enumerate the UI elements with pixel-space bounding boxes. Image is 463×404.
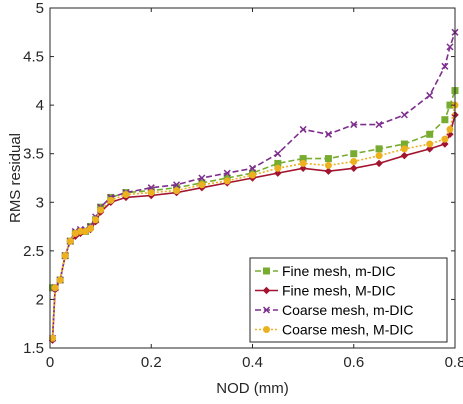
legend-label: Fine mesh, M-DIC (282, 283, 396, 299)
data-point (299, 159, 307, 167)
data-point (441, 62, 449, 70)
legend-label: Coarse mesh, M-DIC (282, 322, 413, 338)
data-point (441, 135, 449, 143)
series-4 (49, 101, 459, 342)
y-tick-label: 3.5 (23, 146, 44, 163)
data-point (198, 181, 206, 189)
data-point (324, 155, 332, 163)
data-point (274, 164, 282, 172)
legend-marker (262, 286, 271, 295)
y-tick-label: 4.5 (23, 49, 44, 66)
x-tick-label: 0.6 (343, 354, 364, 371)
data-point (426, 91, 434, 99)
data-point (426, 140, 434, 148)
legend-marker (263, 326, 270, 333)
data-point (375, 152, 383, 160)
data-point (56, 276, 64, 284)
legend-box (249, 257, 448, 343)
data-point (375, 145, 383, 153)
data-point (61, 252, 69, 260)
x-tick-label: 0.8 (445, 354, 463, 371)
data-point (441, 140, 449, 148)
y-tick-label: 2 (36, 291, 44, 308)
data-point (446, 125, 454, 133)
data-point (249, 171, 256, 179)
data-point (375, 121, 383, 129)
data-point (350, 150, 358, 158)
data-point (350, 157, 358, 165)
data-point (223, 169, 231, 177)
data-point (97, 206, 105, 214)
data-point (87, 225, 94, 233)
data-point (400, 111, 408, 119)
data-point (324, 167, 333, 175)
legend-item: Fine mesh, m-DIC (255, 263, 396, 279)
data-point (147, 189, 155, 197)
data-point (324, 161, 332, 169)
legend-item: Coarse mesh, m-DIC (255, 302, 413, 318)
x-tick-label: 0.4 (242, 354, 263, 371)
data-point (400, 145, 408, 153)
data-point (223, 177, 231, 185)
x-tick-label: 0 (46, 354, 54, 371)
y-axis-label: RMS residual (7, 133, 24, 223)
data-point (426, 130, 434, 138)
y-tick-label: 5 (36, 0, 44, 17)
legend-label: Coarse mesh, m-DIC (282, 302, 413, 318)
data-point (274, 169, 282, 177)
x-axis-label: NOD (mm) (216, 380, 288, 397)
data-point (350, 164, 358, 172)
data-point (400, 151, 409, 160)
series-line (51, 32, 456, 339)
x-tick-label: 0.2 (141, 354, 162, 371)
y-tick-label: 4 (36, 97, 44, 114)
data-point (92, 216, 100, 224)
legend: Fine mesh, m-DIC Fine mesh, M-DIC Coarse m… (249, 257, 448, 343)
legend-label: Fine mesh, m-DIC (282, 263, 396, 279)
plot-lines (48, 28, 459, 344)
data-point (81, 227, 89, 235)
data-point (51, 284, 59, 292)
data-point (299, 125, 307, 133)
legend-item: Coarse mesh, M-DIC (255, 322, 413, 338)
y-tick-label: 2.5 (23, 243, 44, 260)
data-point (274, 150, 282, 158)
ticks: 0 0.2 0.4 0.6 0.8 1.5 2 2.5 3 3.5 4 4.5 5 (23, 0, 463, 371)
series-line (51, 104, 456, 339)
y-tick-label: 3 (36, 194, 44, 211)
data-point (324, 130, 332, 138)
data-point (425, 145, 434, 153)
data-point (173, 181, 181, 189)
data-point (66, 237, 74, 245)
data-point (122, 191, 130, 199)
data-point (441, 116, 449, 124)
y-tick-label: 1.5 (23, 340, 44, 357)
legend-item: Fine mesh, M-DIC (255, 283, 396, 299)
data-point (248, 164, 257, 172)
data-point (350, 121, 358, 129)
data-point (375, 159, 383, 168)
data-point (446, 43, 454, 51)
data-point (107, 196, 115, 204)
legend-marker (262, 306, 271, 314)
data-point (198, 174, 206, 182)
legend-marker (263, 267, 270, 275)
data-point (173, 187, 181, 195)
data-point (299, 164, 307, 172)
